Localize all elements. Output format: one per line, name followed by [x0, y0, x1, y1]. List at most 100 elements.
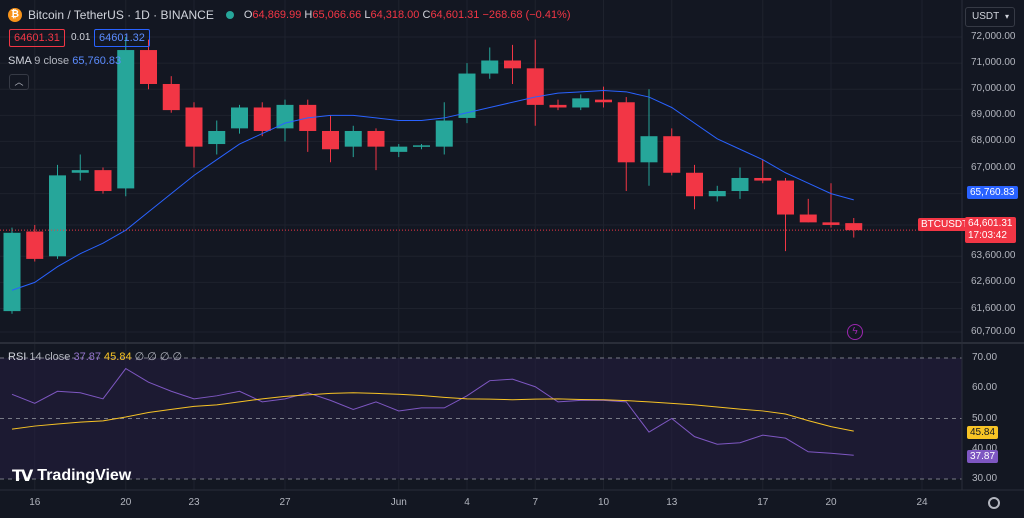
- candle-body: [49, 175, 66, 257]
- time-axis-label: 20: [825, 497, 837, 508]
- rsi-value: 37.87: [73, 351, 101, 363]
- price-axis-label: 63,600.00: [971, 250, 1016, 262]
- candle-body: [390, 146, 408, 152]
- rsi-empty-values: ∅ ∅ ∅ ∅: [134, 351, 183, 363]
- price-axis-label: 62,600.00: [971, 276, 1016, 288]
- rsi-line: [11, 367, 854, 456]
- time-axis-label: 20: [120, 497, 132, 508]
- time-axis-label: 16: [29, 497, 41, 508]
- candle-body: [845, 223, 863, 231]
- candle-body: [253, 107, 271, 131]
- ticker-tag: BTCUSDT: [918, 218, 972, 231]
- rsi-axis-label: 30.00: [972, 473, 998, 484]
- last-price-value: 64,601.31: [968, 218, 1013, 229]
- high-value: 65,066.66: [312, 9, 362, 21]
- sma-params: 9 close: [34, 55, 70, 67]
- symbol-legend[interactable]: ₿ Bitcoin / TetherUS · 1D · BINANCE O64,…: [8, 8, 571, 22]
- ohlc-values: O64,869.99 H65,066.66 L64,318.00 C64,601…: [244, 9, 571, 21]
- time-axis-label: 13: [666, 497, 678, 508]
- candle-body: [413, 145, 430, 147]
- candle-body: [367, 130, 385, 147]
- price-axis-label: 71,000.00: [971, 57, 1016, 69]
- candle-body: [504, 60, 521, 69]
- rsi-ma-line: [11, 392, 854, 432]
- candle-body: [322, 130, 339, 150]
- candle-body: [663, 136, 681, 173]
- spread-value: 0.01: [71, 32, 91, 43]
- price-axis-label: 69,000.00: [971, 109, 1016, 121]
- rsi-axis-label: 40.00: [972, 442, 998, 454]
- chevron-down-icon: ▾: [1004, 12, 1009, 21]
- candle-body: [686, 172, 703, 197]
- tradingview-logo: 𝗧𝗩 TradingView: [12, 466, 131, 486]
- time-axis-label: 23: [188, 497, 200, 508]
- candle-body: [617, 102, 635, 163]
- chevron-up-icon: ︿: [14, 77, 24, 87]
- rsi-tag: 37.87: [967, 450, 999, 463]
- symbol-title[interactable]: Bitcoin / TetherUS · 1D · BINANCE: [28, 8, 214, 22]
- candle-body: [708, 191, 726, 197]
- sma-price-tag: 65,760.83: [967, 186, 1018, 199]
- candle-body: [231, 107, 248, 129]
- candle-body: [526, 68, 544, 105]
- candle-body: [799, 214, 817, 223]
- sma-value: 65,760.83: [72, 55, 122, 67]
- candle-body: [481, 60, 499, 74]
- sell-button[interactable]: 64601.31: [9, 29, 65, 47]
- rsi-label: RSI: [8, 351, 27, 363]
- last-price-tag: 64,601.31 17:03:42: [965, 217, 1016, 243]
- candles: [3, 37, 863, 314]
- tv-logo-icon: 𝗧𝗩: [12, 468, 33, 485]
- close-value: 64,601.31: [430, 9, 480, 21]
- rsi-legend[interactable]: RSI 14 close 37.87 45.84 ∅ ∅ ∅ ∅: [8, 350, 182, 363]
- candle-body: [458, 73, 476, 118]
- sma-legend[interactable]: SMA 9 close 65,760.83: [8, 55, 121, 67]
- price-axis-label: 60,700.00: [971, 326, 1016, 337]
- candle-body: [140, 50, 157, 84]
- low-key: L: [364, 9, 371, 21]
- candle-body: [208, 130, 226, 145]
- candle-body: [777, 180, 794, 215]
- collapse-legend-button[interactable]: ︿: [9, 74, 29, 90]
- time-axis-label: 27: [279, 497, 291, 508]
- time-axis-label: 24: [916, 497, 928, 508]
- time-axis-label: 10: [597, 497, 610, 508]
- sma-line: [11, 90, 854, 291]
- time-axis-label: Jun: [390, 497, 407, 508]
- candle-body: [162, 83, 180, 111]
- close-key: C: [422, 9, 431, 21]
- candle-body: [94, 170, 112, 192]
- candle-body: [435, 120, 453, 147]
- time-axis-label: 4: [464, 497, 470, 508]
- price-axis-label: 68,000.00: [971, 135, 1016, 147]
- gear-icon[interactable]: [988, 497, 1000, 509]
- candle-body: [822, 222, 840, 225]
- buy-button[interactable]: 64601.32: [94, 29, 150, 47]
- currency-select[interactable]: USDT ▾: [965, 7, 1015, 27]
- open-value: 64,869.99: [252, 9, 302, 21]
- time-axis-label: 17: [757, 497, 769, 508]
- tradingview-wordmark: TradingView: [37, 467, 132, 484]
- market-open-dot: [225, 11, 234, 19]
- price-axis-label: 61,600.00: [971, 302, 1016, 314]
- currency-label: USDT: [972, 11, 1000, 22]
- price-axis-label: 67,000.00: [971, 161, 1016, 173]
- candle-body: [185, 107, 203, 147]
- change-value: −268.68 (−0.41%): [482, 9, 571, 21]
- bar-countdown: 17:03:42: [968, 230, 1007, 241]
- candle-body: [117, 50, 135, 189]
- candle-body: [754, 177, 772, 181]
- lightning-icon[interactable]: ϟ: [847, 324, 863, 340]
- price-axis-label: 70,000.00: [971, 83, 1016, 95]
- time-axis-label: 7: [532, 497, 539, 508]
- candle-body: [572, 98, 590, 108]
- rsi-ma-value: 45.84: [104, 351, 132, 363]
- candle-body: [640, 136, 658, 163]
- candle-body: [731, 177, 749, 192]
- bitcoin-icon: ₿: [8, 8, 22, 22]
- candle-body: [71, 170, 89, 173]
- sma-label: SMA: [8, 55, 32, 67]
- open-key: O: [243, 9, 253, 21]
- candle-body: [276, 104, 294, 129]
